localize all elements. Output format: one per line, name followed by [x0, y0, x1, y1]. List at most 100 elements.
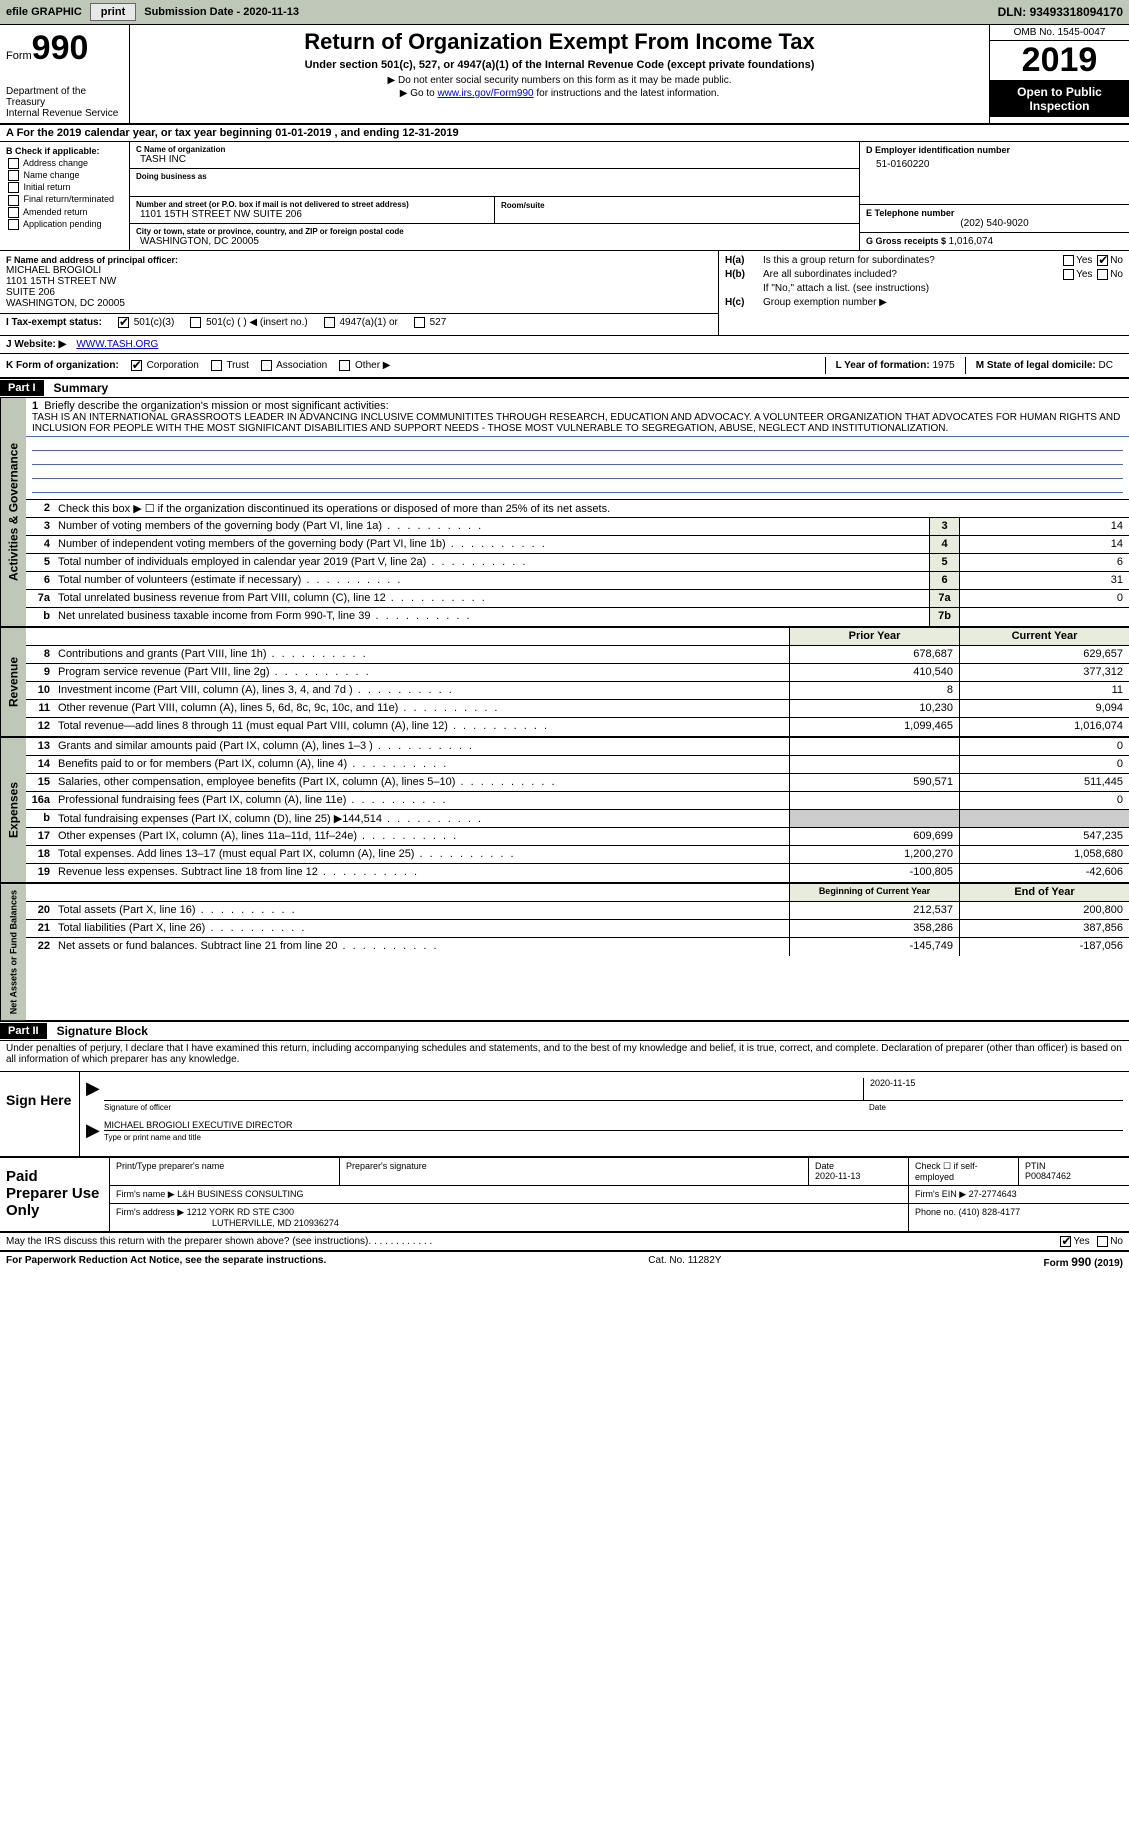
d-ein-value: 51-0160220 [866, 155, 1123, 170]
footer-dots: . . . . . . . . . . . . [368, 1236, 1058, 1247]
cb-address-change[interactable]: Address change [6, 158, 123, 169]
cb-501c[interactable]: 501(c) ( ) ◀ (insert no.) [188, 317, 307, 328]
row-box: 7a [929, 590, 959, 607]
row-desc [54, 628, 789, 645]
hdr-curr: Current Year [959, 628, 1129, 645]
cb-initial-return[interactable]: Initial return [6, 182, 123, 193]
j-label: J Website: ▶ [6, 339, 66, 350]
cb-501c3[interactable]: 501(c)(3) [116, 317, 174, 328]
prep-ptin: P00847462 [1025, 1171, 1071, 1181]
table-row: 7a Total unrelated business revenue from… [26, 590, 1129, 608]
pra-notice: For Paperwork Reduction Act Notice, see … [6, 1255, 326, 1269]
table-row: b Total fundraising expenses (Part IX, c… [26, 810, 1129, 828]
row-curr: -187,056 [959, 938, 1129, 956]
row-curr: 511,445 [959, 774, 1129, 791]
q1-text: Briefly describe the organization's miss… [44, 400, 388, 412]
col-c-org: C Name of organization TASH INC Doing bu… [130, 142, 859, 250]
row-desc: Total liabilities (Part X, line 26) [54, 920, 789, 937]
cb-final-return[interactable]: Final return/terminated [6, 194, 123, 205]
row-desc [54, 884, 789, 901]
cb-other[interactable]: Other ▶ [337, 360, 390, 371]
prep-date-label: Date [815, 1161, 834, 1171]
q1-answer: TASH IS AN INTERNATIONAL GRASSROOTS LEAD… [26, 412, 1129, 437]
prep-date: 2020-11-13 [815, 1171, 860, 1181]
form-number: Form990 [6, 29, 123, 68]
row-curr [959, 810, 1129, 827]
row-a-tax-year: A For the 2019 calendar year, or tax yea… [0, 125, 1129, 142]
irs-link[interactable]: www.irs.gov/Form990 [437, 88, 533, 99]
cb-label: Initial return [24, 182, 71, 192]
row-num: b [26, 810, 54, 827]
c-room-label: Room/suite [501, 201, 545, 210]
table-row: 18 Total expenses. Add lines 13–17 (must… [26, 846, 1129, 864]
i-o4: 527 [430, 317, 447, 328]
note1-text: Do not enter social security numbers on … [398, 75, 731, 86]
sig-date-label: Date [863, 1103, 1123, 1112]
row-num [26, 884, 54, 901]
table-row: 10 Investment income (Part VIII, column … [26, 682, 1129, 700]
no-label: No [1110, 1236, 1123, 1247]
row-num: 11 [26, 700, 54, 717]
part1-title: Summary [44, 379, 119, 397]
q2-text: Check this box ▶ ☐ if the organization d… [54, 500, 1129, 517]
table-row: 8 Contributions and grants (Part VIII, l… [26, 646, 1129, 664]
row-desc: Revenue less expenses. Subtract line 18 … [54, 864, 789, 882]
cb-name-change[interactable]: Name change [6, 170, 123, 181]
c-city-label: City or town, state or province, country… [136, 227, 853, 236]
cb-label: Amended return [23, 207, 88, 217]
row-num: 15 [26, 774, 54, 791]
table-row: 9 Program service revenue (Part VIII, li… [26, 664, 1129, 682]
k-o3: Association [276, 360, 327, 371]
firm-name: L&H BUSINESS CONSULTING [177, 1189, 303, 1199]
note-link: ▶ Go to www.irs.gov/Form990 for instruct… [138, 88, 981, 99]
row-num: 16a [26, 792, 54, 809]
sig-name-label: Type or print name and title [104, 1133, 1123, 1142]
row-num: 7a [26, 590, 54, 607]
k-o4: Other ▶ [355, 360, 390, 371]
cb-app-pending[interactable]: Application pending [6, 219, 123, 230]
cb-amended-return[interactable]: Amended return [6, 207, 123, 218]
bottom-row: For Paperwork Reduction Act Notice, see … [0, 1252, 1129, 1272]
row-desc: Total assets (Part X, line 16) [54, 902, 789, 919]
footer-yes: Yes [1058, 1236, 1089, 1247]
row-desc: Salaries, other compensation, employee b… [54, 774, 789, 791]
table-ag: Activities & Governance 1 Briefly descri… [0, 398, 1129, 628]
prep-ptin-label: PTIN [1025, 1161, 1046, 1171]
efile-label: efile GRAPHIC [6, 6, 82, 18]
hb-note: If "No," attach a list. (see instruction… [763, 283, 1123, 294]
yes-label: Yes [1073, 1236, 1089, 1247]
sig-date: 2020-11-15 [863, 1078, 1123, 1100]
q1-num: 1 [32, 400, 38, 412]
f-name: MICHAEL BROGIOLI [6, 265, 712, 276]
form-ref: Form 990 (2019) [1044, 1255, 1124, 1269]
cb-527[interactable]: 527 [412, 317, 446, 328]
cb-assoc[interactable]: Association [259, 360, 327, 371]
row-a-mid: , and ending [335, 127, 403, 139]
cb-corp[interactable]: Corporation [129, 360, 199, 371]
section-bcdeg: B Check if applicable: Address change Na… [0, 142, 1129, 251]
hdr-prior: Prior Year [789, 628, 959, 645]
e-phone-value: (202) 540-9020 [866, 218, 1123, 229]
footer-discuss: May the IRS discuss this return with the… [0, 1233, 1129, 1252]
row-num: 17 [26, 828, 54, 845]
sub-date: 2020-11-13 [243, 6, 299, 18]
row-curr: 9,094 [959, 700, 1129, 717]
row-box: 7b [929, 608, 959, 626]
firm-phone: (410) 828-4177 [959, 1207, 1021, 1217]
prep-self-emp: Check ☐ if self-employed [909, 1158, 1019, 1185]
cb-trust[interactable]: Trust [209, 360, 249, 371]
hdr-eoy: End of Year [959, 884, 1129, 901]
print-button[interactable]: print [90, 3, 136, 21]
cb-4947[interactable]: 4947(a)(1) or [322, 317, 398, 328]
j-website-link[interactable]: WWW.TASH.ORG [76, 339, 158, 350]
part2-header-row: Part II Signature Block [0, 1022, 1129, 1041]
preparer-section: Paid Preparer Use Only Print/Type prepar… [0, 1158, 1129, 1233]
row-num: 4 [26, 536, 54, 553]
row-num: 14 [26, 756, 54, 773]
row-desc: Professional fundraising fees (Part IX, … [54, 792, 789, 809]
sig-note: Under penalties of perjury, I declare th… [0, 1041, 1129, 1072]
row-num: 5 [26, 554, 54, 571]
row-curr: 0 [959, 756, 1129, 773]
hc-text: Group exemption number ▶ [763, 297, 1123, 308]
part1-hdr: Part I [0, 380, 44, 396]
